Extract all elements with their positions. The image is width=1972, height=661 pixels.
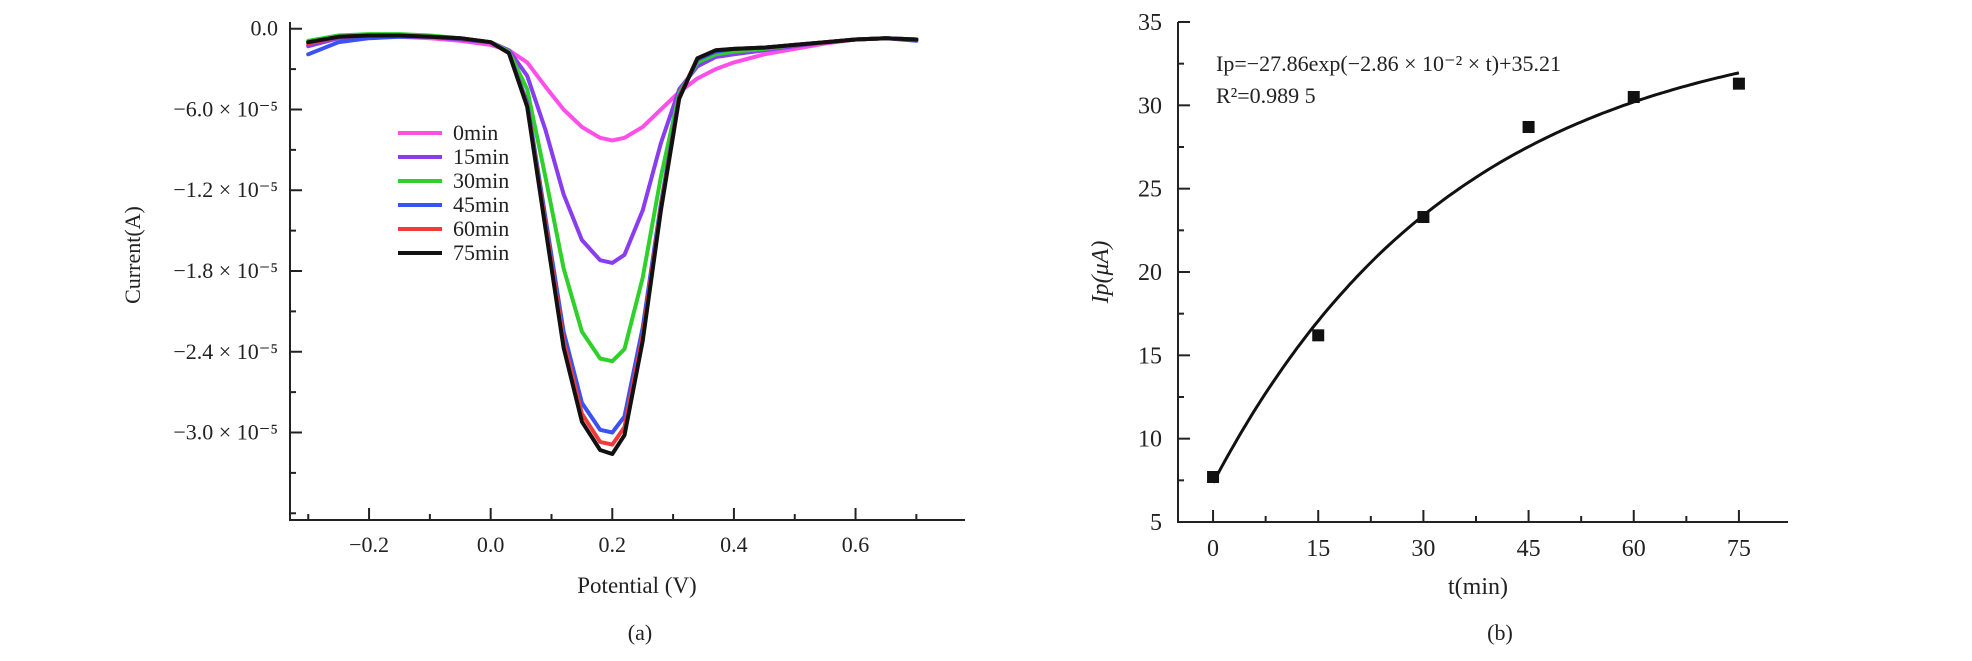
chart-b-y-axis-label: Ip(μA)	[1088, 241, 1114, 305]
chart-b-y-tick-label: 15	[1138, 343, 1162, 369]
chart-b-r-squared: R²=0.989 5	[1216, 83, 1316, 108]
chart-a-x-tick-label: −0.2	[349, 532, 389, 557]
chart-b-fit-equation: Ip=−27.86exp(−2.86 × 10⁻² × t)+35.21	[1216, 51, 1561, 76]
chart-b-data-point	[1417, 211, 1430, 223]
chart-a-y-tick-label: −2.4 × 10⁻⁵	[173, 339, 278, 364]
chart-a-y-tick-label: −6.0 × 10⁻⁵	[173, 96, 278, 121]
chart-a-series-75min	[306, 33, 919, 456]
panel-label-a: (a)	[628, 620, 652, 645]
chart-b-x-tick-label: 15	[1306, 536, 1330, 562]
chart-b-data-point	[1627, 91, 1640, 103]
chart-a-legend-label: 75min	[453, 240, 509, 265]
chart-b-x-tick-label: 75	[1727, 536, 1751, 562]
chart-a-legend-label: 15min	[453, 144, 509, 169]
chart-b-x-ticks: 0 15 30 45 60 75	[1207, 510, 1751, 562]
chart-b-fit-curve	[1211, 71, 1740, 484]
chart-a-series-30min	[306, 32, 919, 364]
chart-b-data-point	[1522, 121, 1535, 133]
chart-a-axes	[289, 22, 965, 521]
chart-b-y-ticks: 5 10 15 20 25 30 35	[1138, 10, 1190, 536]
chart-b-data-point	[1312, 329, 1325, 342]
chart-b-x-tick-label: 30	[1411, 536, 1435, 562]
chart-a-series-60min	[306, 33, 919, 447]
chart-a-y-ticks: 0.0 −6.0 × 10⁻⁵ −1.2 × 10⁻⁵ −1.8 × 10⁻⁵ −2.4…	[173, 16, 302, 515]
chart-b-y-tick-label: 5	[1150, 510, 1162, 536]
chart-a-y-tick-label: −1.2 × 10⁻⁵	[173, 177, 278, 202]
chart-b-data-point	[1207, 471, 1220, 483]
chart-a-series-0min	[306, 34, 919, 143]
chart-a-legend-label: 30min	[453, 168, 509, 193]
chart-b-y-tick-label: 10	[1138, 427, 1162, 453]
chart-b-x-tick-label: 45	[1517, 536, 1541, 562]
chart-a-x-ticks: −0.2 0.0 0.2 0.4 0.6	[307, 508, 918, 557]
panel-label-b: (b)	[1487, 620, 1513, 645]
chart-a-y-tick-label: −3.0 × 10⁻⁵	[173, 420, 278, 445]
chart-b-y-tick-label: 25	[1138, 177, 1162, 203]
chart-a-legend-label: 0min	[453, 120, 498, 145]
chart-a-series-45min	[306, 34, 919, 435]
chart-a-x-axis-label: Potential (V)	[577, 573, 696, 598]
chart-a-x-tick-label: 0.0	[477, 532, 505, 557]
chart-a-y-tick-label: 0.0	[251, 16, 279, 41]
chart-a-x-tick-label: 0.6	[842, 532, 870, 557]
chart-a-curves	[306, 32, 919, 456]
chart-b-x-axis-label: t(min)	[1448, 574, 1508, 600]
chart-a-y-axis-label: Current(A)	[120, 206, 145, 304]
chart-a-y-tick-label: −1.8 × 10⁻⁵	[173, 258, 278, 283]
chart-a-legend-label: 45min	[453, 192, 509, 217]
chart-b-y-tick-label: 30	[1138, 93, 1162, 119]
chart-a-x-tick-label: 0.2	[599, 532, 627, 557]
chart-b-markers	[1207, 77, 1745, 483]
chart-a-x-tick-label: 0.4	[720, 532, 748, 557]
chart-b-x-tick-label: 60	[1622, 536, 1646, 562]
chart-a-legend-label: 60min	[453, 216, 509, 241]
chart-b-y-tick-label: 35	[1138, 10, 1162, 36]
chart-b-x-tick-label: 0	[1207, 536, 1219, 562]
chart-b-y-tick-label: 20	[1138, 260, 1162, 286]
chart-a: 0.0 −6.0 × 10⁻⁵ −1.2 × 10⁻⁵ −1.8 × 10⁻⁵ −2.4…	[120, 16, 965, 645]
chart-b-data-point	[1732, 77, 1745, 90]
